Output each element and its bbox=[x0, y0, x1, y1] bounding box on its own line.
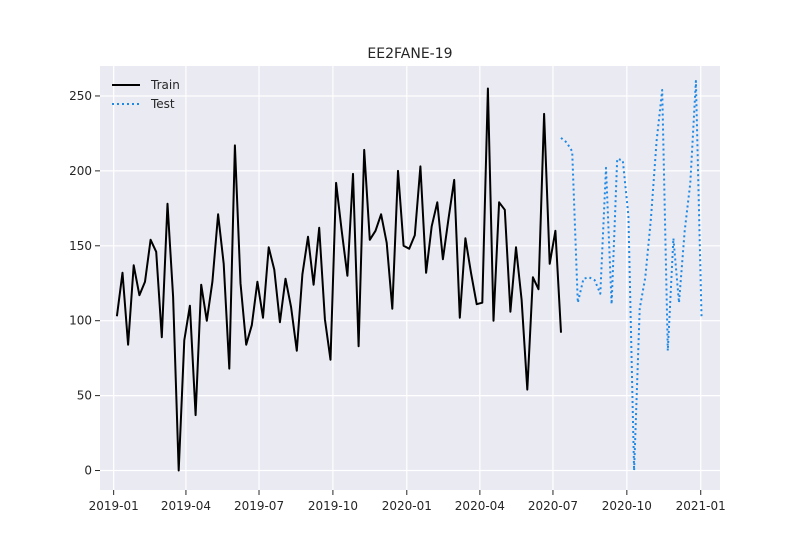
y-tick-label: 0 bbox=[84, 464, 92, 478]
y-tick-label: 50 bbox=[77, 389, 92, 403]
legend: Train Test bbox=[112, 78, 180, 111]
x-axis: 2019-01 2019-04 2019-07 2019-10 2020-01 2020-… bbox=[89, 490, 726, 513]
y-axis: 0 50 100 150 200 250 bbox=[69, 89, 100, 478]
y-tick-label: 200 bbox=[69, 164, 92, 178]
grid bbox=[100, 66, 720, 490]
x-tick-label: 2019-01 bbox=[89, 499, 139, 513]
chart-title: EE2FANE-19 bbox=[367, 46, 452, 62]
x-tick-label: 2019-04 bbox=[161, 499, 211, 513]
x-tick-label: 2020-04 bbox=[455, 499, 505, 513]
legend-test-label: Test bbox=[150, 97, 175, 111]
series-layer bbox=[115, 80, 703, 472]
y-tick-label: 250 bbox=[69, 89, 92, 103]
y-tick-label: 100 bbox=[69, 314, 92, 328]
x-tick-label: 2020-01 bbox=[382, 499, 432, 513]
x-tick-label: 2019-10 bbox=[308, 499, 358, 513]
series-line-train bbox=[115, 87, 562, 472]
x-tick-label: 2019-07 bbox=[234, 499, 284, 513]
x-tick-label: 2020-07 bbox=[528, 499, 578, 513]
x-tick-label: 2020-10 bbox=[602, 499, 652, 513]
plot-background bbox=[100, 66, 720, 490]
x-tick-label: 2021-01 bbox=[676, 499, 726, 513]
y-tick-label: 150 bbox=[69, 239, 92, 253]
legend-train-label: Train bbox=[150, 78, 180, 92]
